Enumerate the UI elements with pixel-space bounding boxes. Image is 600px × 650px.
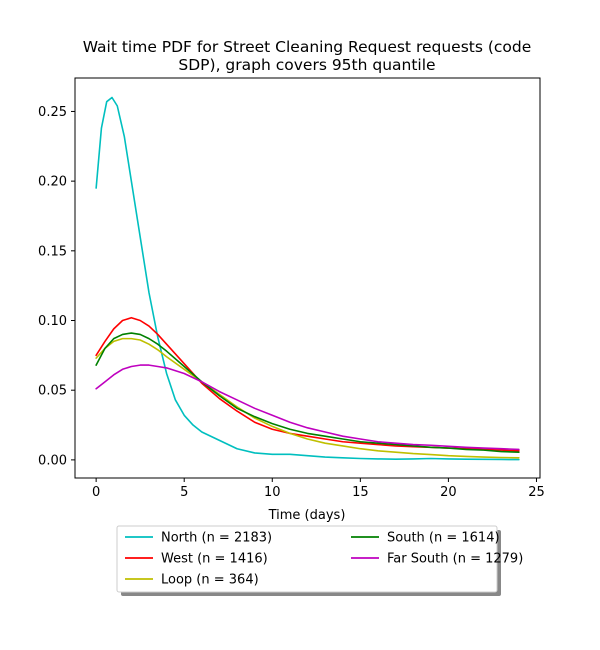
x-tick-label: 15	[352, 485, 369, 500]
plot-frame	[74, 77, 541, 479]
legend-label: West (n = 1416)	[161, 552, 268, 567]
legend-label: South (n = 1614)	[387, 531, 500, 546]
series-line-0	[95, 96, 520, 461]
x-tick-label: 20	[440, 485, 457, 500]
x-tick-label: 5	[180, 485, 188, 500]
legend-box	[116, 525, 498, 593]
x-tick-label: 10	[264, 485, 281, 500]
legend-items: North (n = 2183) West (n = 1416) Loop (n =…	[125, 531, 523, 588]
series-line-2	[95, 337, 520, 459]
legend-label: Far South (n = 1279)	[387, 552, 523, 567]
chart-title-line-1: Wait time PDF for Street Cleaning Reques…	[83, 38, 532, 56]
legend-label: Loop (n = 364)	[161, 573, 259, 588]
y-tick-label: 0.05	[38, 384, 67, 399]
legend: North (n = 2183) West (n = 1416) Loop (n =…	[116, 525, 523, 596]
y-tick-label: 0.10	[38, 314, 67, 329]
x-axis-label: Time (days)	[268, 508, 346, 523]
series-line-3	[95, 332, 520, 454]
series-line-4	[95, 364, 520, 451]
plot-lines	[95, 96, 520, 461]
y-tick-label: 0.25	[38, 105, 67, 120]
x-tick-label: 0	[92, 485, 100, 500]
x-tick-label: 25	[528, 485, 545, 500]
y-tick-label: 0.20	[38, 175, 67, 190]
y-tick-label: 0.15	[38, 244, 67, 259]
legend-label: North (n = 2183)	[161, 531, 272, 546]
y-tick-label: 0.00	[38, 453, 67, 468]
y-axis: 0.00 0.05 0.10 0.15 0.20 0.25	[38, 105, 75, 468]
x-axis: 0 5 10 15 20 25	[92, 478, 545, 500]
chart-title-line-2: SDP), graph covers 95th quantile	[178, 56, 435, 74]
series-line-1	[95, 316, 520, 452]
